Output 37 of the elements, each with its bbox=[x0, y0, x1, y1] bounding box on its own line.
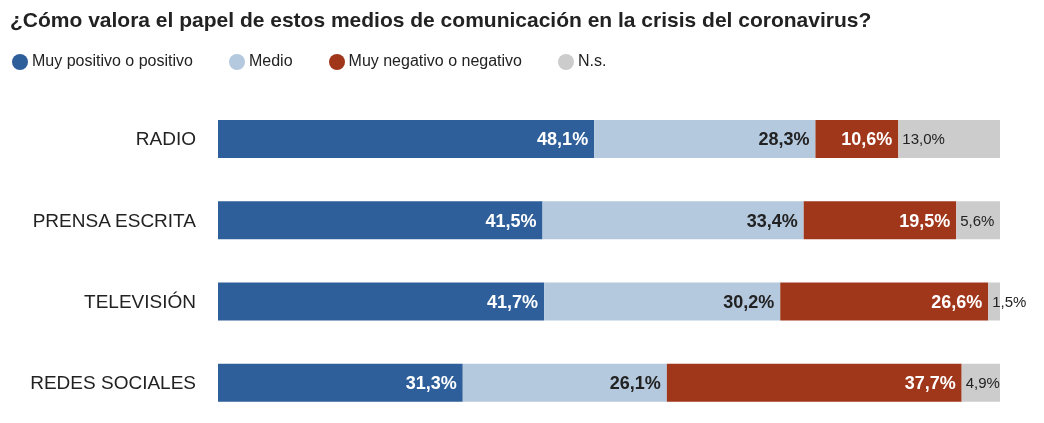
y-tick-label: REDES SOCIALES bbox=[30, 372, 196, 394]
bar bbox=[898, 120, 1000, 158]
data-label: 28,3% bbox=[758, 129, 810, 150]
data-label: 30,2% bbox=[723, 291, 775, 312]
data-label: 41,5% bbox=[485, 210, 537, 231]
bar bbox=[218, 120, 595, 158]
legend-label: Medio bbox=[248, 52, 293, 69]
bar bbox=[462, 363, 667, 402]
chart-title: ¿Cómo valora el papel de estos medios de comunicación en la crisis del coronavirus? bbox=[10, 8, 872, 32]
y-tick-label: RADIO bbox=[135, 128, 196, 150]
data-label: 31,3% bbox=[405, 373, 457, 394]
bar bbox=[544, 282, 781, 321]
data-label: 4,9% bbox=[965, 374, 1000, 391]
bar bbox=[218, 282, 545, 321]
data-label: 33,4% bbox=[746, 210, 798, 231]
bar bbox=[803, 201, 957, 240]
legend-label: Muy positivo o positivo bbox=[32, 52, 193, 69]
data-label: 37,7% bbox=[904, 373, 956, 394]
y-tick-label: TELEVISIÓN bbox=[84, 290, 196, 312]
data-label: 5,6% bbox=[960, 211, 995, 229]
data-label: 19,5% bbox=[899, 210, 951, 231]
bar bbox=[666, 363, 962, 402]
bar bbox=[594, 120, 816, 158]
data-label: 26,6% bbox=[931, 291, 983, 312]
legend-label: Muy negativo o negativo bbox=[348, 52, 522, 69]
bar bbox=[218, 363, 463, 402]
data-label: 48,1% bbox=[537, 129, 589, 150]
bar bbox=[218, 201, 543, 240]
data-label: 13,0% bbox=[902, 130, 945, 148]
data-label: 10,6% bbox=[841, 129, 893, 150]
data-label: 41,7% bbox=[487, 291, 539, 312]
y-tick-label: PRENSA ESCRITA bbox=[32, 209, 197, 231]
bar bbox=[780, 282, 989, 321]
data-label: 1,5% bbox=[992, 292, 1027, 310]
legend-label: N.s. bbox=[578, 52, 607, 69]
data-label: 26,1% bbox=[609, 373, 661, 394]
bar bbox=[542, 201, 804, 240]
